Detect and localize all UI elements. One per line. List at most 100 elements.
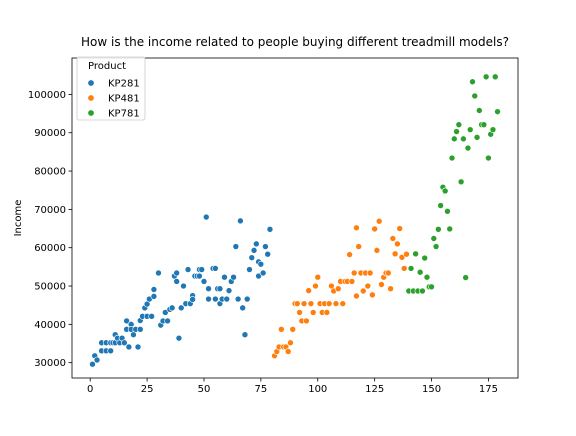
data-point-kp481 bbox=[366, 269, 374, 277]
data-point-kp481 bbox=[375, 217, 383, 225]
data-point-kp781 bbox=[469, 78, 476, 86]
x-tick-label: 75 bbox=[255, 384, 268, 395]
data-point-kp481 bbox=[398, 253, 406, 261]
data-point-kp481 bbox=[400, 265, 408, 272]
x-tick-label: 0 bbox=[87, 384, 93, 395]
y-tick-label: 80000 bbox=[34, 167, 66, 178]
x-tick-label: 150 bbox=[422, 384, 441, 395]
legend-box bbox=[76, 56, 146, 121]
legend-label-kp781: KP781 bbox=[108, 109, 140, 120]
data-point-kp281 bbox=[241, 331, 249, 338]
data-point-kp481 bbox=[403, 250, 410, 258]
data-point-kp481 bbox=[312, 282, 319, 290]
data-point-kp781 bbox=[450, 135, 458, 143]
legend-marker-kp481 bbox=[87, 94, 95, 102]
data-point-kp281 bbox=[205, 285, 212, 293]
data-point-kp781 bbox=[473, 134, 481, 141]
data-point-kp481 bbox=[353, 224, 360, 232]
data-point-kp481 bbox=[323, 309, 331, 316]
x-axis: 0 25 50 75 100 125 150 175 bbox=[87, 378, 498, 395]
legend-label-kp481: KP481 bbox=[108, 94, 140, 105]
data-point-kp281 bbox=[177, 304, 185, 312]
y-tick-label: 30000 bbox=[34, 358, 66, 369]
data-point-kp781 bbox=[471, 92, 479, 100]
data-point-kp281 bbox=[221, 273, 228, 281]
data-point-kp781 bbox=[457, 178, 465, 186]
data-point-kp481 bbox=[332, 300, 340, 307]
data-point-kp481 bbox=[284, 348, 292, 355]
x-tick-label: 125 bbox=[365, 384, 384, 395]
data-point-kp481 bbox=[396, 225, 403, 232]
data-point-kp781 bbox=[416, 268, 424, 276]
data-point-kp281 bbox=[237, 217, 244, 225]
data-point-kp281 bbox=[234, 295, 242, 303]
data-point-kp281 bbox=[189, 296, 196, 303]
data-point-kp781 bbox=[494, 108, 501, 115]
y-axis: 30000 40000 50000 60000 70000 80000 90000 10000… bbox=[28, 90, 72, 369]
data-point-kp781 bbox=[444, 207, 451, 215]
data-point-kp481 bbox=[303, 317, 310, 325]
y-axis-label: Income bbox=[13, 200, 24, 237]
legend-marker-kp281 bbox=[87, 79, 95, 87]
data-point-kp781 bbox=[453, 128, 460, 135]
data-point-kp481 bbox=[378, 281, 385, 288]
data-point-kp481 bbox=[293, 300, 301, 307]
data-point-kp281 bbox=[93, 356, 101, 364]
data-point-kp481 bbox=[307, 300, 315, 307]
data-point-kp481 bbox=[359, 287, 367, 295]
data-point-kp281 bbox=[184, 266, 192, 273]
data-point-kp281 bbox=[134, 343, 142, 351]
data-point-kp481 bbox=[364, 282, 372, 290]
data-point-kp281 bbox=[150, 286, 158, 293]
data-point-kp281 bbox=[107, 347, 114, 355]
y-tick-label: 60000 bbox=[34, 243, 66, 254]
data-point-kp781 bbox=[407, 265, 415, 272]
y-tick-label: 90000 bbox=[34, 128, 66, 139]
data-point-kp481 bbox=[355, 243, 363, 250]
data-point-kp281 bbox=[225, 287, 233, 294]
data-point-kp781 bbox=[441, 187, 449, 195]
data-point-kp481 bbox=[300, 300, 308, 307]
data-point-kp281 bbox=[248, 254, 256, 261]
data-point-kp781 bbox=[419, 287, 426, 295]
data-point-kp281 bbox=[257, 260, 265, 268]
data-point-kp781 bbox=[480, 121, 488, 128]
data-point-kp781 bbox=[423, 273, 431, 281]
data-point-kp481 bbox=[309, 309, 317, 316]
data-point-kp281 bbox=[180, 282, 187, 290]
data-point-kp281 bbox=[161, 309, 169, 316]
data-point-kp481 bbox=[384, 269, 392, 277]
data-point-kp481 bbox=[278, 326, 285, 333]
y-tick-label: 70000 bbox=[34, 205, 66, 216]
data-point-kp781 bbox=[482, 73, 490, 81]
data-point-kp781 bbox=[489, 126, 497, 133]
data-point-kp281 bbox=[198, 266, 206, 273]
data-point-kp781 bbox=[455, 121, 463, 128]
x-tick-label: 25 bbox=[141, 384, 154, 395]
legend-title: Product bbox=[88, 61, 126, 72]
data-point-kp281 bbox=[216, 285, 224, 293]
data-point-kp481 bbox=[334, 285, 342, 293]
data-point-kp781 bbox=[412, 250, 419, 258]
data-point-kp281 bbox=[175, 334, 183, 342]
data-point-kp781 bbox=[430, 235, 438, 242]
data-point-kp281 bbox=[253, 240, 260, 248]
data-point-kp281 bbox=[264, 250, 271, 258]
x-tick-label: 50 bbox=[198, 384, 211, 395]
data-point-kp281 bbox=[200, 278, 208, 285]
chart-title: How is the income related to people buyi… bbox=[81, 35, 509, 49]
data-point-kp281 bbox=[155, 269, 162, 277]
data-point-kp481 bbox=[391, 250, 399, 258]
data-point-kp281 bbox=[121, 339, 128, 347]
data-point-kp781 bbox=[421, 254, 429, 262]
data-point-kp481 bbox=[353, 292, 360, 300]
data-point-kp281 bbox=[125, 343, 133, 351]
data-point-kp781 bbox=[460, 135, 467, 143]
data-points bbox=[89, 73, 501, 368]
data-point-kp281 bbox=[246, 266, 253, 273]
data-point-kp481 bbox=[389, 235, 397, 242]
data-point-kp281 bbox=[173, 269, 180, 277]
data-point-kp781 bbox=[476, 107, 483, 114]
y-tick-label: 40000 bbox=[34, 320, 66, 331]
